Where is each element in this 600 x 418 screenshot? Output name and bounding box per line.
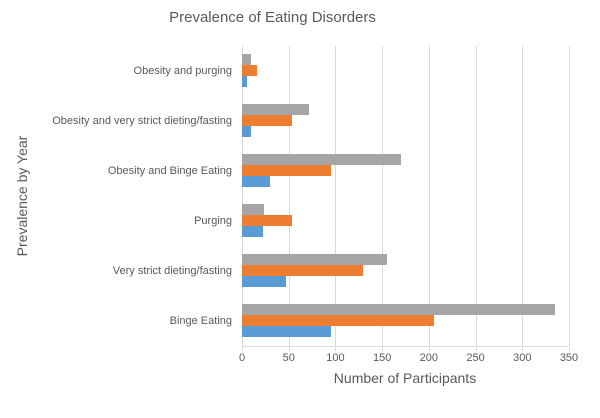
gridline-x-100 bbox=[335, 46, 337, 346]
gridline-x-300 bbox=[522, 46, 524, 346]
gray-series-bar bbox=[242, 304, 555, 315]
tick-label-350: 350 bbox=[559, 352, 579, 364]
tick-label-200: 200 bbox=[419, 352, 439, 364]
category-label: Obesity and very strict dieting/fasting bbox=[52, 115, 232, 127]
category-label: Obesity and Binge Eating bbox=[107, 165, 232, 177]
category-label: Very strict dieting/fasting bbox=[112, 265, 232, 277]
tick-mark-250 bbox=[475, 347, 477, 351]
category-label: Purging bbox=[194, 215, 232, 227]
plot-area bbox=[242, 46, 570, 347]
tick-mark-200 bbox=[428, 347, 430, 351]
gridline-x-150 bbox=[382, 46, 384, 346]
orange-series-bar bbox=[242, 65, 257, 76]
bar-group-1 bbox=[242, 96, 569, 146]
blue-series-bar bbox=[242, 126, 252, 137]
chart-title: Prevalence of Eating Disorders bbox=[169, 9, 376, 26]
gray-series-bar bbox=[242, 204, 265, 215]
tick-mark-50 bbox=[288, 347, 290, 351]
tick-mark-0 bbox=[242, 347, 243, 351]
tick-mark-100 bbox=[335, 347, 337, 351]
blue-series-bar bbox=[242, 276, 286, 287]
blue-series-bar bbox=[242, 326, 331, 337]
tick-label-100: 100 bbox=[326, 352, 345, 364]
bar-stack bbox=[242, 246, 569, 287]
orange-series-bar bbox=[242, 315, 434, 326]
tick-mark-350 bbox=[569, 347, 570, 351]
gray-series-bar bbox=[242, 154, 401, 165]
blue-series-bar bbox=[242, 226, 263, 237]
bar-group-2 bbox=[242, 146, 569, 196]
bar-group-3 bbox=[242, 196, 569, 246]
tick-mark-150 bbox=[382, 347, 384, 351]
orange-series-bar bbox=[242, 265, 364, 276]
bar-stack bbox=[242, 96, 569, 137]
gridline-x-200 bbox=[428, 46, 430, 346]
blue-series-bar bbox=[242, 176, 271, 187]
bar-group-5 bbox=[242, 296, 569, 346]
orange-series-bar bbox=[242, 115, 293, 126]
tick-mark-300 bbox=[522, 347, 524, 351]
gridline-x-50 bbox=[288, 46, 290, 346]
tick-label-300: 300 bbox=[513, 352, 532, 364]
tick-label-50: 50 bbox=[282, 352, 295, 364]
orange-series-bar bbox=[242, 165, 331, 176]
category-label: Obesity and purging bbox=[133, 65, 232, 77]
category-label: Binge Eating bbox=[169, 315, 232, 327]
gridline-x-0 bbox=[242, 46, 243, 346]
tick-label-0: 0 bbox=[238, 352, 246, 364]
tick-label-250: 250 bbox=[466, 352, 485, 364]
blue-series-bar bbox=[242, 76, 247, 87]
bar-stack bbox=[242, 296, 569, 337]
bar-stack bbox=[242, 46, 569, 87]
bar-group-0 bbox=[242, 46, 569, 96]
gray-series-bar bbox=[242, 254, 387, 265]
bar-stack bbox=[242, 196, 569, 237]
gridline-x-250 bbox=[475, 46, 477, 346]
gray-series-bar bbox=[242, 104, 310, 115]
gray-series-bar bbox=[242, 54, 252, 65]
orange-series-bar bbox=[242, 215, 293, 226]
tick-label-150: 150 bbox=[372, 352, 392, 364]
bar-stack bbox=[242, 146, 569, 187]
gridline-x-350 bbox=[569, 46, 570, 346]
bar-group-4 bbox=[242, 246, 569, 296]
x-axis-title: Number of Participants bbox=[333, 370, 477, 386]
